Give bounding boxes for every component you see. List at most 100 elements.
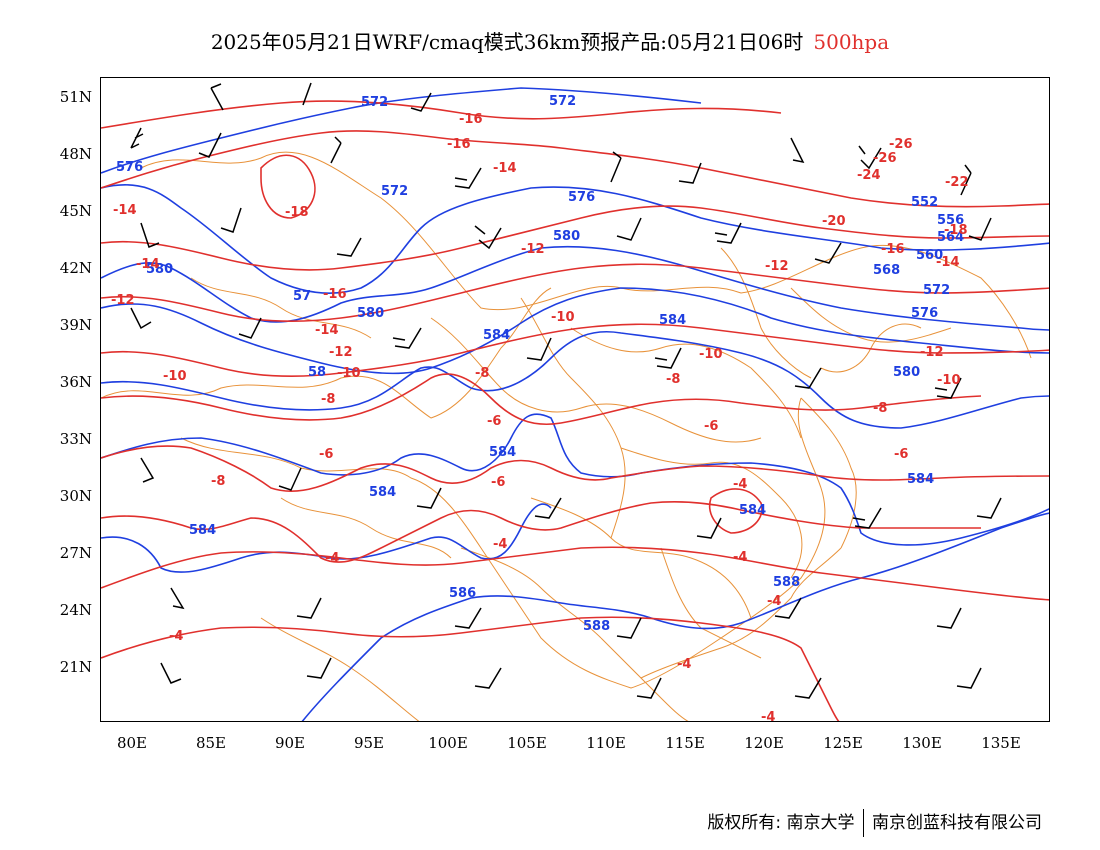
temperature-label: -18 — [944, 223, 968, 238]
temperature-label: -6 — [491, 475, 505, 490]
temperature-label: -4 — [767, 594, 781, 609]
wind-barb — [852, 507, 882, 529]
country-border — [140, 151, 1032, 359]
height-contour — [101, 184, 1049, 294]
province-border — [430, 317, 762, 443]
temperature-contour — [101, 323, 1049, 378]
height-label: 576 — [911, 306, 938, 321]
temperature-label: -12 — [329, 345, 353, 360]
province-border — [520, 297, 626, 539]
height-label: 572 — [549, 94, 576, 109]
lat-label-21n: 21N — [59, 658, 92, 676]
height-label: 57 — [293, 289, 311, 304]
lat-label-24n: 24N — [59, 601, 92, 619]
lat-label-30n: 30N — [59, 487, 92, 505]
temperature-label: -12 — [521, 242, 545, 257]
temperature-contour — [709, 488, 763, 534]
lon-label-90e: 90E — [274, 734, 306, 752]
wind-barb — [330, 136, 342, 164]
temperature-label: -8 — [475, 366, 489, 381]
lon-label-130e: 130E — [902, 734, 942, 752]
lon-label-85e: 85E — [195, 734, 227, 752]
temperature-label: -6 — [487, 414, 501, 429]
temperature-label: -14 — [493, 161, 517, 176]
height-label: 572 — [361, 95, 388, 110]
province-border — [600, 637, 689, 721]
height-label: 584 — [369, 485, 396, 500]
weather-map: 572 572 576 572 576 580 580 57 580 584 5… — [101, 82, 1049, 722]
wind-barb — [336, 237, 362, 257]
province-border — [570, 327, 802, 439]
height-label-layer: 572 572 576 572 576 580 580 57 580 584 5… — [116, 94, 964, 634]
wind-barb — [960, 164, 972, 196]
height-contour — [101, 413, 1049, 546]
temperature-label: -10 — [699, 347, 723, 362]
temperature-contour — [260, 154, 316, 219]
wind-barb — [814, 242, 842, 264]
height-label: 576 — [116, 160, 143, 175]
coastline — [820, 323, 922, 373]
wind-barb — [678, 162, 702, 184]
temperature-label: -18 — [285, 205, 309, 220]
height-label: 588 — [773, 575, 800, 590]
height-label: 580 — [553, 229, 580, 244]
lon-label-110e: 110E — [586, 734, 626, 752]
height-contour — [101, 287, 1049, 375]
province-border — [790, 287, 952, 343]
wind-barb — [170, 587, 185, 610]
temperature-label-layer: -16 -16 -14 -18 -14 -14 -12 -16 -14 -12 … — [111, 112, 969, 722]
temperature-label: -22 — [945, 175, 969, 190]
temperature-label: -26 — [889, 137, 913, 152]
company-name: 南京创蓝科技有限公司 — [872, 813, 1042, 833]
wind-barb — [794, 367, 822, 389]
wind-barb — [140, 457, 155, 483]
province-border — [460, 547, 602, 639]
temperature-label: -8 — [873, 401, 887, 416]
lat-label-39n: 39N — [59, 316, 92, 334]
temperature-label: -24 — [857, 168, 881, 183]
lon-label-100e: 100E — [428, 734, 468, 752]
title-main: 2025年05月21日WRF/cmaq模式36km预报产品:05月21日06时 — [210, 30, 804, 54]
height-label: 572 — [381, 184, 408, 199]
height-label: 58 — [308, 365, 326, 380]
wind-barb — [976, 497, 1002, 519]
temperature-label: -6 — [894, 447, 908, 462]
footer-divider — [862, 809, 864, 837]
wind-barb — [130, 127, 144, 149]
temperature-label: -10 — [163, 369, 187, 384]
temperature-label: -26 — [873, 151, 897, 166]
height-label: 584 — [659, 313, 686, 328]
temperature-contour — [101, 546, 1049, 601]
lat-label-42n: 42N — [59, 259, 92, 277]
temperature-label: -8 — [321, 392, 335, 407]
lat-label-27n: 27N — [59, 544, 92, 562]
height-label: 584 — [739, 503, 766, 518]
province-border — [720, 247, 812, 379]
temperature-contour-layer — [101, 100, 1049, 721]
lon-label-95e: 95E — [353, 734, 385, 752]
footer: 版权所有: 南京大学 南京创蓝科技有限公司 — [707, 808, 1042, 837]
height-label: 568 — [873, 263, 900, 278]
height-label: 552 — [911, 195, 938, 210]
wind-barb — [636, 677, 662, 699]
wind-barb — [302, 82, 312, 106]
temperature-label: -4 — [169, 629, 183, 644]
wind-barb — [410, 92, 432, 112]
temperature-contour — [101, 263, 1049, 323]
temperature-label: -4 — [761, 710, 775, 722]
county-border — [280, 497, 452, 559]
height-label: 584 — [483, 328, 510, 343]
height-contour — [101, 87, 702, 174]
temperature-label: -14 — [936, 255, 960, 270]
title-level: 500hpa — [813, 30, 890, 54]
temperature-label: -16 — [459, 112, 483, 127]
wind-barb — [160, 662, 182, 684]
height-contour — [101, 330, 1049, 429]
temperature-contour — [101, 100, 782, 129]
height-label: 588 — [583, 619, 610, 634]
boundary-layer — [101, 151, 1032, 721]
wind-barb — [526, 337, 552, 361]
temperature-label: -10 — [937, 373, 961, 388]
height-label: 584 — [189, 523, 216, 538]
lon-label-105e: 105E — [507, 734, 547, 752]
